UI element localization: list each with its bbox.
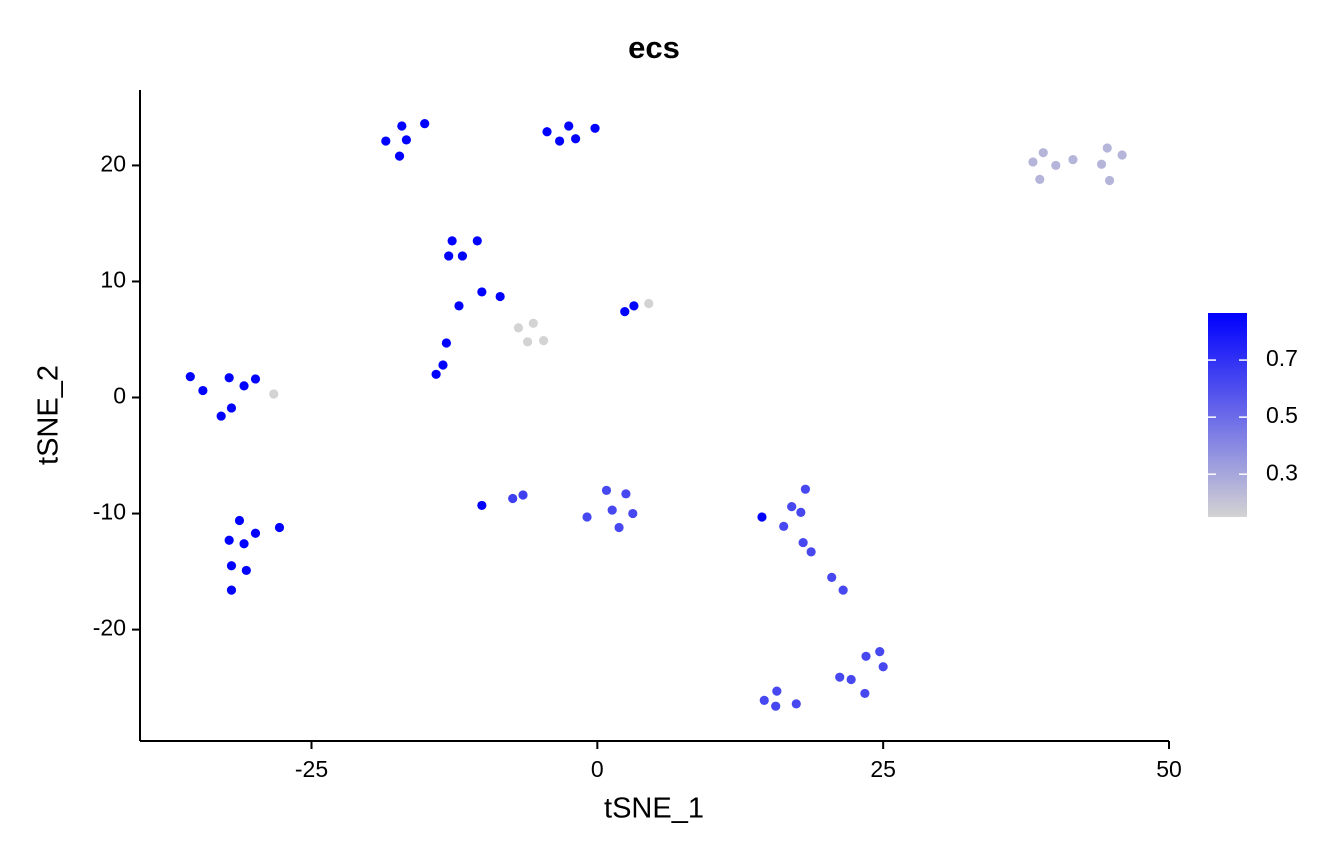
point: [779, 521, 789, 531]
point: [444, 251, 454, 261]
point: [269, 389, 279, 399]
point: [620, 307, 630, 317]
point: [239, 381, 249, 391]
point: [226, 585, 237, 595]
point: [806, 547, 816, 557]
point: [239, 539, 249, 549]
point: [250, 374, 261, 384]
y-axis-title: tSNE_2: [33, 365, 65, 465]
point: [185, 372, 195, 382]
point: [441, 338, 452, 348]
point: [772, 686, 782, 696]
point: [216, 411, 226, 421]
y-tick-label: -20: [93, 615, 126, 641]
point: [477, 287, 487, 297]
point: [601, 485, 612, 495]
point: [875, 647, 885, 657]
y-tick-label: 10: [100, 267, 126, 293]
point: [838, 585, 848, 595]
x-tick-label: 0: [591, 756, 604, 782]
point: [827, 572, 837, 582]
point: [438, 360, 448, 370]
point: [757, 512, 767, 522]
point: [224, 535, 234, 545]
point: [447, 236, 457, 246]
point: [1117, 150, 1127, 160]
point: [518, 490, 528, 500]
point: [564, 121, 574, 131]
point: [420, 119, 430, 129]
point: [495, 291, 505, 302]
point: [629, 301, 639, 311]
point: [607, 505, 617, 515]
point: [628, 508, 638, 519]
point: [861, 651, 871, 661]
point: [274, 522, 285, 533]
point: [198, 385, 208, 396]
point: [771, 701, 781, 711]
x-tick-label: -25: [295, 756, 328, 782]
point: [508, 493, 518, 504]
point: [381, 136, 391, 146]
point: [614, 522, 624, 533]
point: [454, 301, 464, 311]
colorbar-label: 0.3: [1266, 459, 1298, 485]
point: [555, 136, 565, 146]
point: [226, 561, 237, 571]
point: [800, 484, 811, 494]
point: [1038, 148, 1048, 158]
point: [846, 674, 856, 685]
point: [538, 336, 549, 346]
point: [457, 251, 468, 261]
point: [791, 699, 801, 709]
point: [226, 403, 237, 413]
y-tick-label: -10: [93, 499, 126, 525]
point: [1035, 174, 1045, 184]
point: [571, 134, 581, 144]
point: [1051, 160, 1061, 171]
point: [644, 298, 654, 309]
point: [401, 135, 411, 145]
x-tick-label: 25: [870, 756, 896, 782]
point: [472, 236, 482, 246]
point: [397, 121, 407, 131]
point: [394, 151, 405, 161]
point: [477, 500, 487, 511]
point: [224, 373, 234, 383]
point: [431, 369, 441, 379]
point: [1028, 157, 1038, 167]
point: [542, 127, 552, 137]
point: [621, 489, 631, 499]
point: [787, 501, 797, 512]
point: [860, 688, 870, 699]
x-tick-label: 50: [1156, 756, 1182, 782]
colorbar-label: 0.7: [1266, 345, 1298, 371]
point: [528, 318, 538, 328]
point: [522, 337, 533, 347]
point: [234, 515, 245, 526]
point: [759, 695, 769, 705]
point: [1104, 175, 1115, 186]
point: [878, 662, 888, 672]
point: [798, 537, 808, 548]
point: [241, 565, 251, 576]
point: [590, 123, 600, 133]
point: [835, 672, 845, 682]
point: [513, 323, 524, 333]
x-axis-title: tSNE_1: [604, 793, 704, 825]
y-tick-label: 20: [100, 151, 126, 177]
point: [582, 512, 592, 522]
colorbar: [1208, 313, 1247, 517]
point: [796, 507, 806, 517]
y-tick-label: 0: [113, 383, 126, 409]
colorbar-label: 0.5: [1266, 402, 1298, 428]
point: [1102, 143, 1112, 153]
point: [1068, 155, 1078, 165]
point: [250, 528, 261, 538]
chart-title: ecs: [628, 30, 680, 65]
point: [1096, 159, 1107, 169]
